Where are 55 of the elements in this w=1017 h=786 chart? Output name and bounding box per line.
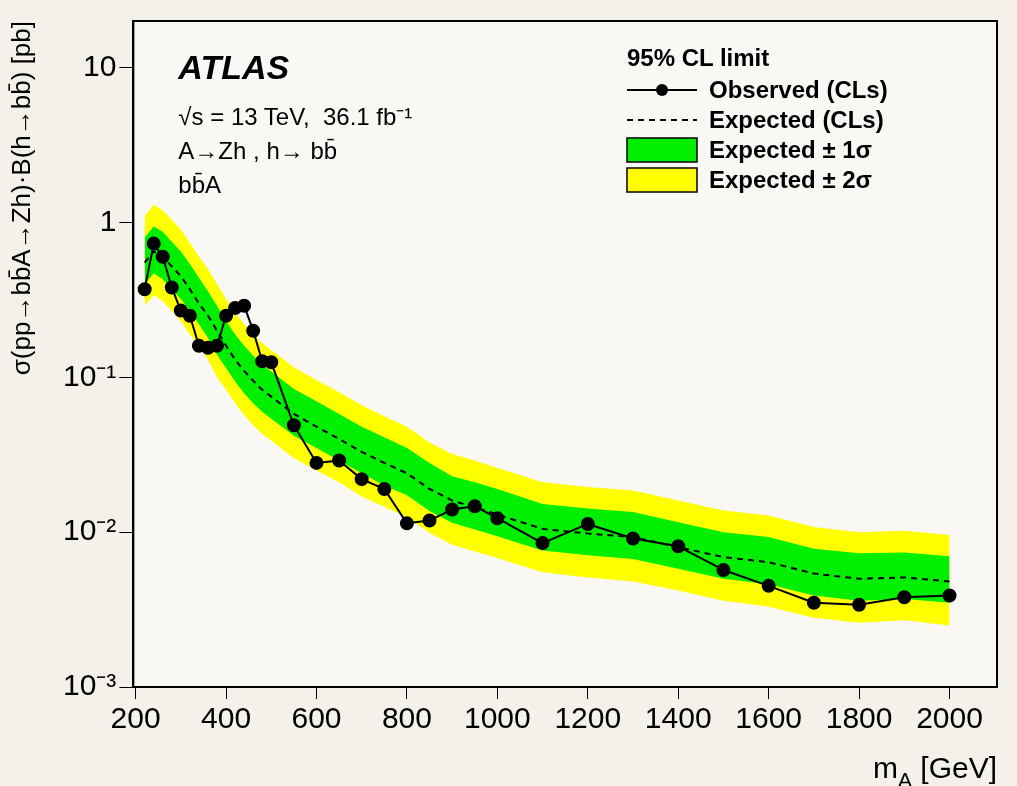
y-tick-label: 1: [99, 203, 117, 237]
annotation: √s = 13 TeV, 36.1 fb⁻¹: [178, 103, 413, 130]
legend-label: Expected (CLs): [709, 106, 884, 133]
point: [237, 298, 252, 313]
annotation: bb̄A: [178, 171, 222, 198]
legend-label: Expected ± 1σ: [709, 136, 872, 163]
point: [146, 236, 161, 251]
point: [942, 588, 957, 603]
y-tick-label: 10⁻²: [63, 513, 117, 547]
legend-title: 95% CL limit: [627, 44, 770, 71]
point: [897, 590, 912, 605]
point: [716, 562, 731, 577]
x-tick-label: 1000: [463, 701, 531, 735]
point: [182, 308, 197, 323]
legend-label: Observed (CLs): [709, 76, 888, 103]
point: [852, 597, 867, 612]
x-tick-label: 2000: [916, 701, 983, 735]
point: [286, 418, 301, 433]
y-tick-label: 10: [82, 48, 117, 82]
x-tick-label: 200: [110, 701, 161, 735]
x-tick-label: 1400: [644, 701, 712, 735]
point: [490, 511, 505, 526]
point: [219, 308, 234, 323]
annotation: ATLAS: [177, 48, 290, 86]
legend-label: Expected ± 2σ: [709, 166, 872, 193]
point: [137, 282, 152, 297]
x-tick-label: 600: [291, 701, 342, 735]
annotation: A→Zh , h→ bb̄: [178, 137, 338, 164]
point: [761, 578, 776, 593]
x-tick-label: 800: [381, 701, 432, 735]
y-tick-label: 10⁻¹: [63, 358, 117, 392]
point: [467, 499, 482, 514]
point: [422, 513, 437, 528]
point: [155, 249, 170, 264]
point: [354, 472, 369, 487]
point: [445, 502, 460, 517]
point: [377, 481, 392, 496]
x-tick-label: 400: [201, 701, 252, 735]
point: [264, 355, 279, 370]
x-tick-label: 1600: [735, 701, 803, 735]
point: [164, 280, 179, 295]
point: [309, 455, 324, 470]
point: [399, 516, 414, 531]
y-axis-title: σ(pp→bb̄A→Zh)·B(h→bb̄) [pb]: [6, 20, 36, 376]
point: [210, 338, 225, 353]
point: [580, 516, 595, 531]
point: [626, 531, 641, 546]
x-tick-label: 1800: [825, 701, 893, 735]
y-tick-label: 10⁻³: [63, 668, 117, 702]
point: [246, 323, 261, 338]
point: [806, 595, 821, 610]
point: [671, 539, 686, 554]
point: [535, 536, 550, 551]
x-tick-label: 1200: [554, 701, 622, 735]
point: [332, 453, 347, 468]
